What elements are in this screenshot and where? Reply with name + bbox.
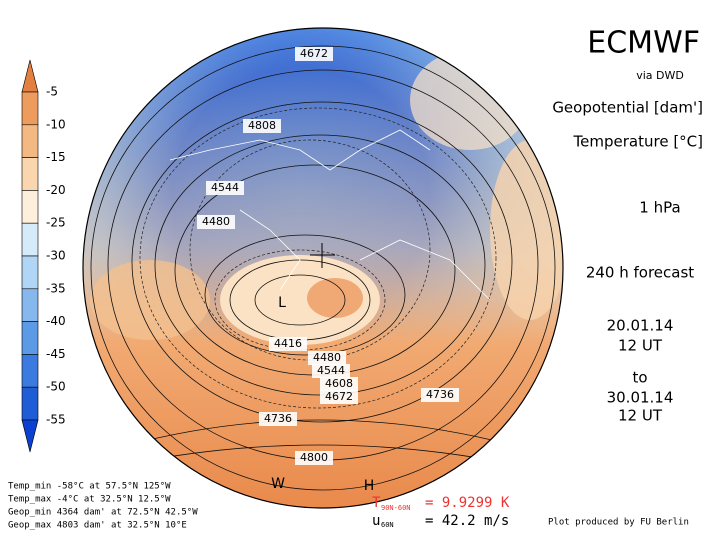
hemisphere [83, 28, 563, 508]
to: to [632, 369, 647, 387]
date: 20.01.14 [607, 317, 674, 335]
colorbar-tip [21, 59, 39, 93]
colorbar-label: -45 [46, 347, 66, 361]
colorbar-swatch [21, 124, 39, 158]
credit: Plot produced by FU Berlin [548, 518, 689, 528]
colorbar-swatch [21, 255, 39, 290]
contour-label: 4416 [274, 337, 302, 350]
field: Temperature [°C] [573, 133, 703, 151]
contour-label-box [308, 351, 346, 365]
contour-label-box [206, 181, 244, 195]
contour-label: 4808 [248, 119, 276, 132]
colorbar-label: -20 [46, 183, 66, 197]
stat: Geop_min 4364 dam' at 72.5°N 42.5°W [8, 508, 198, 518]
colorbar-label: -40 [46, 314, 66, 328]
contour-label-box [312, 364, 350, 378]
contour-label: 4544 [317, 364, 345, 377]
colorbar-swatch [21, 321, 39, 355]
time: 12 UT [618, 407, 663, 425]
source: via DWD [636, 69, 684, 82]
index-subscript: 90N-60N [381, 504, 411, 512]
contour-label-box [259, 412, 297, 426]
index-value: = 9.9299 K [425, 495, 510, 511]
contour-label-box [269, 337, 307, 351]
contour-label-box [320, 377, 358, 391]
colorbar-label: -15 [46, 150, 66, 164]
field: Geopotential [dam'] [552, 99, 703, 117]
index-subscript: 60N [381, 521, 394, 529]
colorbar-swatch [21, 354, 39, 388]
colorbar-tip [21, 419, 39, 453]
pressure-marker: H [364, 478, 375, 494]
colorbar-swatch [21, 288, 39, 322]
time: 12 UT [618, 337, 663, 355]
contour-label-box [197, 215, 235, 229]
colorbar-swatch [21, 190, 39, 224]
forecast: 240 h forecast [586, 264, 694, 282]
index-symbol: u [372, 513, 380, 529]
index-value: = 42.2 m/s [425, 513, 509, 529]
stats: Temp_min -58°C at 57.5°N 125°W Temp_max … [8, 482, 198, 531]
contour-label-box [295, 47, 333, 61]
stat: Geop_max 4803 dam' at 32.5°N 10°E [8, 521, 187, 531]
contour-label-box [295, 451, 333, 465]
contour-label: 4672 [300, 47, 328, 60]
level: 1 hPa [639, 199, 680, 217]
colorbar-label: -50 [46, 380, 66, 394]
colorbar-label: -10 [46, 117, 66, 131]
contour-label-box [421, 388, 459, 402]
date: 30.01.14 [607, 389, 674, 407]
colorbar-label: -25 [46, 216, 66, 230]
title: ECMWF [587, 26, 700, 61]
colorbar-label: -30 [46, 249, 66, 263]
colorbar-swatch [21, 386, 39, 421]
contour-label: 4544 [211, 181, 239, 194]
contour-label: 4480 [202, 215, 230, 228]
contour-label: 4736 [426, 388, 454, 401]
contour-label: 4800 [300, 451, 328, 464]
colorbar-label: -35 [46, 281, 66, 295]
colorbar: -5 -10 -15 -20 -25 -30 -35 -40 -45 -50 -55 [21, 59, 66, 453]
colorbar-swatch [21, 91, 39, 126]
contour-label: 4736 [264, 412, 292, 425]
colorbar-label: -5 [46, 85, 58, 99]
contour-label-box [243, 119, 281, 133]
map-border [82, 27, 564, 509]
index-symbol: T [372, 495, 381, 511]
contour-label: 4480 [313, 351, 341, 364]
header: ECMWF via DWD Geopotential [dam'] Temper… [552, 26, 703, 425]
colorbar-swatch [21, 222, 39, 257]
colorbar-label: -55 [46, 413, 66, 427]
stat: Temp_min -58°C at 57.5°N 125°W [8, 482, 171, 492]
pressure-marker: W [271, 476, 285, 492]
contour-label: 4608 [325, 377, 353, 390]
contour-label-box [320, 390, 358, 404]
contour-label: 4672 [325, 390, 353, 403]
pressure-marker: L [278, 295, 286, 311]
colorbar-swatch [21, 157, 39, 191]
indices: T 90N-60N = 9.9299 K u 60N = 42.2 m/s [372, 495, 510, 529]
stat: Temp_max -4°C at 32.5°N 12.5°W [8, 495, 171, 505]
